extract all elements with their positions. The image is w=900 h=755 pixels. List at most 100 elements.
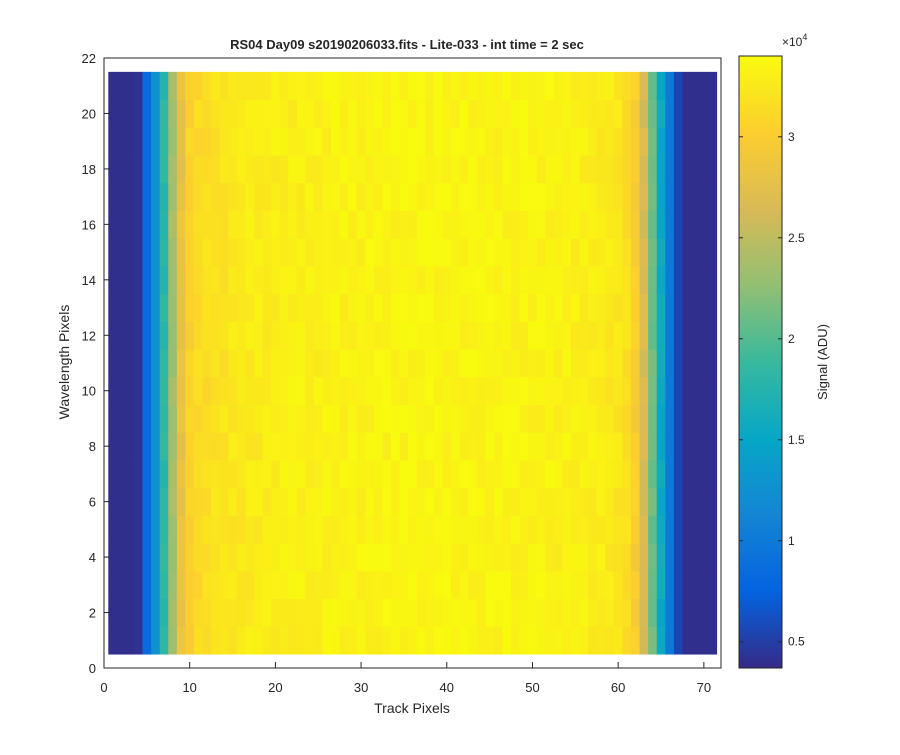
heatmap-cell <box>322 349 332 378</box>
heatmap-cell <box>168 238 178 267</box>
heatmap-cell <box>313 265 323 295</box>
colorbar-tick-label: 2.5 <box>788 231 805 245</box>
heatmap-cell <box>588 265 598 295</box>
heatmap-cell <box>305 432 315 461</box>
heatmap-cell <box>442 210 452 239</box>
heatmap-cell <box>579 515 589 544</box>
heatmap-cell <box>271 182 281 211</box>
heatmap-cell <box>493 182 503 211</box>
heatmap-cell <box>202 71 212 100</box>
heatmap-cell <box>622 460 632 489</box>
heatmap-cell <box>228 570 238 600</box>
heatmap-cell <box>613 487 623 516</box>
heatmap-cell <box>159 210 169 239</box>
heatmap-cell <box>245 349 255 378</box>
heatmap-cell <box>176 99 186 128</box>
heatmap-cell <box>108 182 118 211</box>
heatmap-cell <box>202 626 212 655</box>
heatmap-cell <box>219 460 229 489</box>
heatmap-cell <box>605 460 615 489</box>
heatmap-cell <box>605 127 615 156</box>
heatmap-cell <box>562 293 572 322</box>
heatmap-cell <box>562 321 572 350</box>
heatmap-cell <box>605 210 615 239</box>
heatmap-cell <box>699 376 709 405</box>
heatmap-cell <box>579 487 589 516</box>
heatmap-cell <box>545 99 555 128</box>
heatmap-cell <box>571 210 581 239</box>
heatmap-cell <box>442 127 452 156</box>
heatmap-cell <box>142 626 152 655</box>
heatmap-cell <box>476 598 486 627</box>
heatmap-cell <box>665 460 675 489</box>
heatmap-cell <box>305 460 315 489</box>
heatmap-cell <box>699 570 709 600</box>
heatmap-cell <box>322 487 332 516</box>
heatmap-cell <box>262 487 272 516</box>
heatmap-cell <box>656 238 666 267</box>
heatmap-cell <box>656 598 666 627</box>
heatmap-cell <box>553 238 563 267</box>
heatmap-cell <box>476 210 486 239</box>
heatmap-cell <box>468 155 478 184</box>
heatmap-cell <box>219 626 229 655</box>
heatmap-cell <box>442 404 452 433</box>
colorbar-tick-label: 2 <box>788 332 795 346</box>
heatmap-cell <box>322 321 332 350</box>
heatmap-cell <box>416 155 426 184</box>
heatmap-cell <box>382 155 392 184</box>
heatmap-cell <box>682 487 692 516</box>
heatmap-cell <box>382 515 392 544</box>
heatmap-cell <box>168 99 178 128</box>
heatmap-cell <box>562 432 572 461</box>
heatmap-cell <box>228 238 238 267</box>
heatmap-cell <box>125 626 135 655</box>
heatmap-cell <box>373 127 383 156</box>
heatmap-cell <box>176 570 186 600</box>
heatmap-cell <box>622 543 632 572</box>
heatmap-cell <box>528 127 538 156</box>
heatmap-cell <box>348 210 358 239</box>
heatmap-cell <box>331 432 341 461</box>
heatmap-cell <box>365 265 375 295</box>
heatmap-cell <box>202 598 212 627</box>
heatmap-cell <box>271 321 281 350</box>
heatmap-cell <box>571 293 581 322</box>
heatmap-cell <box>193 238 203 267</box>
heatmap-cell <box>588 349 598 378</box>
heatmap-cell <box>562 487 572 516</box>
heatmap-cell <box>511 321 521 350</box>
heatmap-cell <box>168 127 178 156</box>
heatmap-cell <box>631 376 640 405</box>
heatmap-cell <box>425 71 435 100</box>
heatmap-cell <box>373 432 383 461</box>
heatmap-cell <box>682 293 692 322</box>
heatmap-cell <box>468 238 478 267</box>
heatmap-cell <box>313 127 323 156</box>
heatmap-cell <box>331 404 341 433</box>
heatmap-cell <box>451 71 461 100</box>
heatmap-cell <box>236 349 246 378</box>
heatmap-cell <box>245 182 255 211</box>
heatmap-cell <box>476 515 486 544</box>
heatmap-cell <box>339 293 349 322</box>
heatmap-cell <box>399 376 409 405</box>
heatmap-cell <box>613 210 623 239</box>
heatmap-cell <box>296 598 306 627</box>
heatmap-cell <box>245 404 255 433</box>
heatmap-cell <box>571 570 581 600</box>
heatmap-cell <box>271 127 281 156</box>
heatmap-cell <box>168 293 178 322</box>
heatmap-cell <box>416 515 426 544</box>
heatmap-cell <box>451 404 461 433</box>
heatmap-cell <box>271 404 281 433</box>
heatmap-cell <box>485 376 495 405</box>
heatmap-cell <box>571 321 581 350</box>
heatmap-cell <box>416 543 426 572</box>
heatmap-cell <box>236 99 246 128</box>
heatmap-cell <box>151 432 161 461</box>
heatmap-cell <box>579 432 589 461</box>
heatmap-cell <box>468 71 478 100</box>
heatmap-cell <box>485 293 495 322</box>
heatmap-cell <box>211 515 221 544</box>
